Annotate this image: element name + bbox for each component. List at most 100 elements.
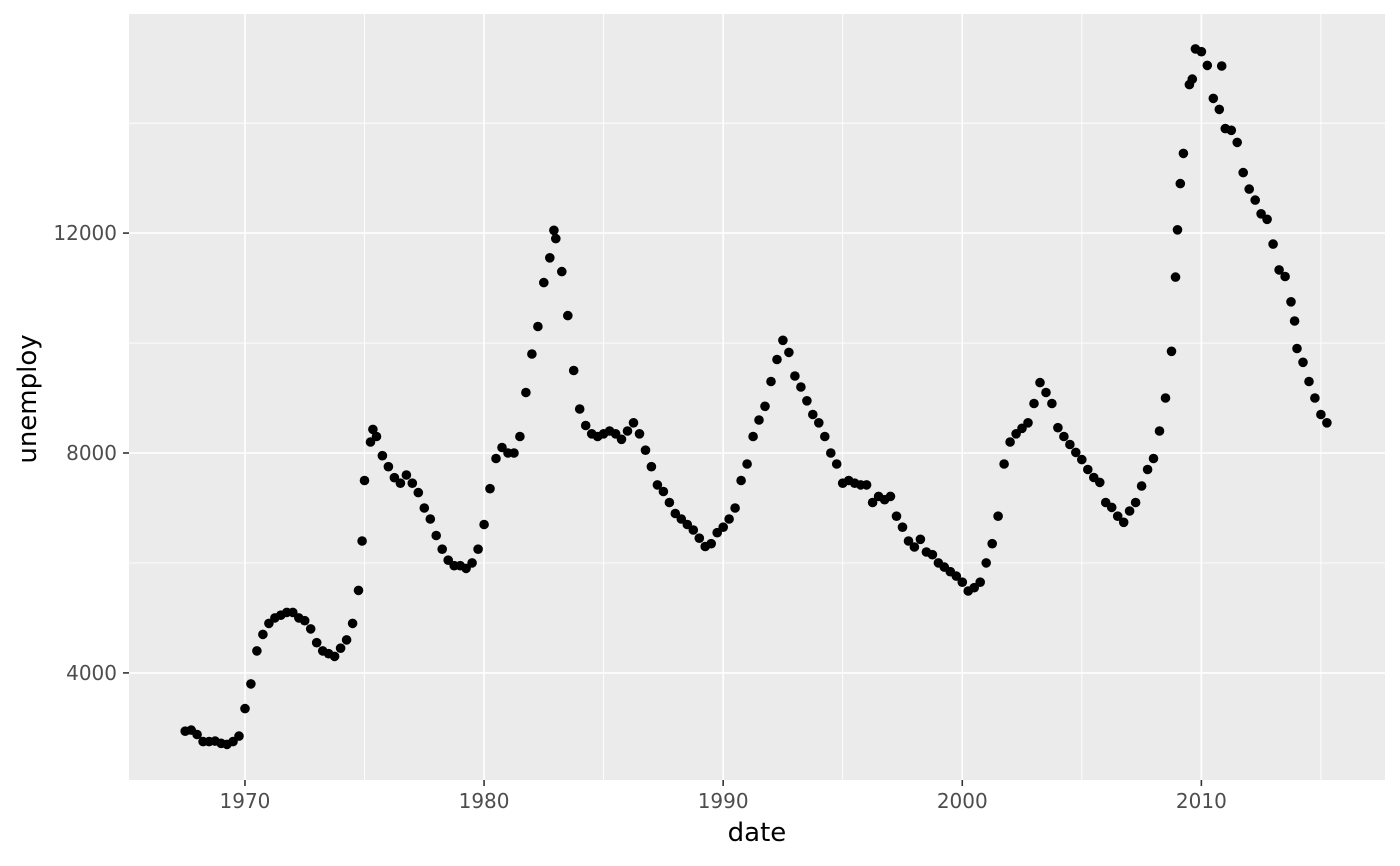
data-point <box>240 703 250 714</box>
data-point <box>993 511 1003 521</box>
x-tick-label: 1990 <box>698 789 749 813</box>
data-point <box>527 349 537 359</box>
data-point <box>742 459 752 469</box>
x-axis-title: date <box>727 818 787 848</box>
data-point <box>778 335 788 346</box>
data-point <box>927 549 938 560</box>
data-point <box>1268 239 1278 249</box>
data-point <box>515 431 525 442</box>
data-point <box>975 577 985 587</box>
data-point <box>551 233 561 244</box>
data-point <box>299 615 310 626</box>
data-point <box>622 426 633 436</box>
data-point <box>951 571 962 581</box>
data-point <box>688 525 699 535</box>
y-tick-label: 4000 <box>66 661 117 685</box>
data-point <box>192 729 202 740</box>
data-point <box>1035 377 1045 388</box>
data-point <box>509 448 519 458</box>
data-point <box>664 497 675 508</box>
data-point <box>808 409 818 420</box>
data-point <box>491 453 501 464</box>
y-axis-title: unemploy <box>13 334 43 464</box>
x-tick-label: 1970 <box>220 789 271 813</box>
x-tick-label: 2000 <box>937 789 988 813</box>
data-point <box>1322 418 1332 428</box>
data-point <box>1065 439 1075 450</box>
data-point <box>981 558 991 568</box>
axis-ticks <box>123 232 1203 786</box>
data-point <box>796 382 806 392</box>
data-point <box>897 522 908 532</box>
data-point <box>646 461 657 472</box>
data-point <box>1238 167 1248 178</box>
data-point <box>766 376 776 387</box>
data-point <box>1202 60 1213 71</box>
data-point <box>915 534 926 545</box>
data-point <box>580 420 591 431</box>
data-point <box>557 266 567 277</box>
data-point <box>640 445 651 456</box>
data-point <box>425 514 436 524</box>
data-point <box>413 487 424 498</box>
data-point <box>1298 357 1308 368</box>
data-point <box>252 646 262 656</box>
data-point <box>1274 265 1284 275</box>
data-point <box>748 431 758 442</box>
data-point <box>1208 93 1219 104</box>
data-point <box>568 365 579 376</box>
data-point <box>1083 464 1093 475</box>
data-point <box>305 624 316 634</box>
x-tick-labels: 1970 1980 1990 2000 2010 <box>220 789 1227 813</box>
data-point <box>772 354 782 365</box>
data-point <box>479 519 489 530</box>
data-point <box>736 475 746 486</box>
grid-minor <box>129 14 1385 780</box>
y-tick-labels: 4000 8000 12000 <box>53 221 117 685</box>
data-point <box>1059 431 1069 442</box>
data-points <box>180 44 1332 750</box>
data-point <box>1071 447 1081 458</box>
data-point <box>1041 387 1051 398</box>
data-point <box>957 577 968 587</box>
data-point <box>437 544 448 554</box>
data-point <box>574 404 585 414</box>
data-point <box>246 679 256 689</box>
data-point <box>867 497 878 508</box>
data-point <box>1124 506 1135 516</box>
data-point <box>1077 454 1087 465</box>
data-point <box>718 522 728 532</box>
data-point <box>730 503 740 513</box>
data-point <box>368 424 378 435</box>
data-point <box>820 431 830 442</box>
data-point <box>1304 376 1314 387</box>
data-point <box>347 618 358 629</box>
data-point <box>431 530 442 541</box>
data-point <box>485 483 495 494</box>
data-point <box>658 486 669 497</box>
data-point <box>1053 422 1063 433</box>
data-point <box>1214 104 1225 115</box>
data-point <box>1154 426 1165 436</box>
data-point <box>634 429 645 439</box>
data-point <box>903 536 914 546</box>
data-point <box>1047 398 1057 409</box>
plot-panel <box>129 14 1385 780</box>
data-point <box>1023 418 1033 428</box>
data-point <box>1232 137 1242 148</box>
data-point <box>814 418 824 428</box>
data-point <box>545 252 555 263</box>
data-point <box>1112 511 1123 521</box>
data-point <box>1226 125 1237 136</box>
data-point <box>652 480 663 490</box>
data-point <box>563 310 573 321</box>
data-point <box>754 415 764 425</box>
data-point <box>1280 271 1290 282</box>
data-point <box>784 347 794 358</box>
data-point <box>533 321 543 332</box>
data-point <box>371 431 382 442</box>
data-point <box>1172 225 1183 235</box>
data-point <box>521 387 531 398</box>
data-point <box>694 533 705 543</box>
